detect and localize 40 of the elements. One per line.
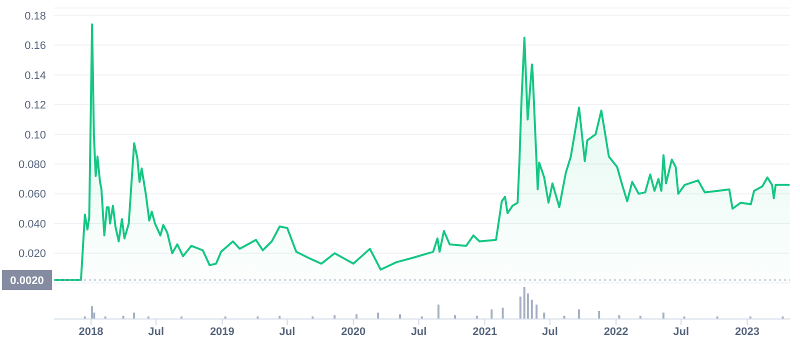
x-tick-label: 2020	[341, 326, 366, 338]
bar	[454, 315, 456, 319]
y-tick-label: 0.16	[24, 40, 46, 52]
bar	[91, 306, 94, 319]
x-tick-label: Jul	[410, 326, 427, 338]
bar	[399, 314, 401, 319]
bar	[530, 300, 533, 319]
bar	[543, 312, 546, 319]
bar	[334, 315, 336, 319]
y-tick-label: 0.020	[18, 248, 46, 260]
x-tick-label: 2019	[210, 326, 234, 338]
y-tick-label: 0.10	[24, 129, 46, 142]
bar	[536, 304, 538, 319]
x-tick-label: 2018	[78, 326, 104, 338]
x-tick-label: 2022	[604, 326, 628, 338]
bar	[519, 296, 522, 319]
bar	[377, 312, 380, 319]
x-tick-label: 2021	[472, 326, 498, 338]
bar	[356, 314, 358, 319]
x-tick-label: Jul	[279, 326, 296, 338]
bar	[133, 312, 136, 319]
x-tick-label: Jul	[673, 326, 690, 338]
bar	[618, 315, 620, 319]
bar	[502, 308, 504, 319]
bar	[437, 304, 440, 319]
y-tick-label: 0.18	[24, 10, 46, 22]
bar	[662, 312, 664, 319]
x-tick-label: Jul	[148, 326, 164, 338]
bar	[578, 309, 580, 319]
bar	[523, 287, 526, 319]
ref-line-label: 0.0020	[10, 275, 44, 288]
y-tick-label: 0.060	[18, 188, 46, 201]
bar	[490, 309, 493, 319]
y-tick-label: 0.14	[24, 70, 46, 82]
y-tick-label: 0.080	[18, 158, 46, 171]
bar	[598, 311, 600, 319]
y-tick-label: 0.12	[24, 100, 46, 112]
y-tick-label: 0.040	[18, 218, 46, 230]
x-tick-label: 2023	[734, 326, 760, 338]
x-tick-label: Jul	[542, 326, 558, 338]
